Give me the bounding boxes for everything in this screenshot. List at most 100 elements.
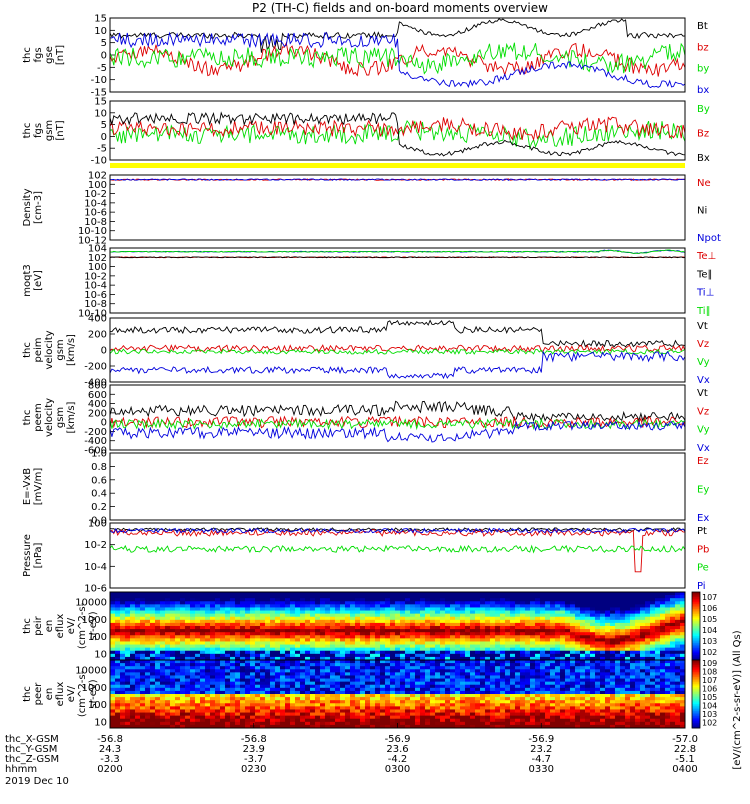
spectrogram-cell: [185, 629, 190, 632]
spectrogram-cell: [330, 700, 335, 703]
spectrogram-cell: [255, 682, 260, 685]
spectrogram-cell: [330, 607, 335, 610]
spectrogram-cell: [395, 716, 400, 719]
spectrogram-cell: [400, 672, 405, 675]
spectrogram-cell: [520, 709, 525, 712]
spectrogram-cell: [525, 660, 530, 663]
spectrogram-cell: [370, 611, 375, 614]
spectrogram-cell: [370, 706, 375, 709]
spectrogram-cell: [430, 709, 435, 712]
spectrogram-cell: [400, 697, 405, 700]
spectrogram-cell: [230, 675, 235, 678]
spectrogram-cell: [225, 614, 230, 617]
spectrogram-cell: [320, 641, 325, 644]
spectrogram-cell: [190, 626, 195, 629]
spectrogram-cell: [335, 679, 340, 682]
spectrogram-cell: [500, 592, 505, 595]
spectrogram-cell: [440, 638, 445, 641]
spectrogram-cell: [435, 651, 440, 654]
spectrogram-cell: [290, 604, 295, 607]
spectrogram-cell: [195, 604, 200, 607]
spectrogram-cell: [150, 663, 155, 666]
spectrogram-cell: [405, 719, 410, 722]
spectrogram-cell: [445, 604, 450, 607]
spectrogram-cell: [230, 694, 235, 697]
spectrogram-cell: [505, 660, 510, 663]
spectrogram-cell: [200, 592, 205, 595]
spectrogram-cell: [590, 663, 595, 666]
spectrogram-cell: [425, 669, 430, 672]
spectrogram-cell: [475, 682, 480, 685]
spectrogram-cell: [385, 632, 390, 635]
spectrogram-cell: [655, 638, 660, 641]
spectrogram-cell: [530, 626, 535, 629]
spectrogram-cell: [555, 682, 560, 685]
spectrogram-cell: [165, 654, 170, 657]
spectrogram-cell: [275, 617, 280, 620]
spectrogram-cell: [235, 651, 240, 654]
spectrogram-cell: [365, 682, 370, 685]
spectrogram-cell: [610, 675, 615, 678]
spectrogram-cell: [540, 722, 545, 725]
spectrogram-cell: [145, 651, 150, 654]
spectrogram-cell: [565, 682, 570, 685]
spectrogram-cell: [480, 669, 485, 672]
spectrogram-cell: [460, 595, 465, 598]
spectrogram-cell: [365, 654, 370, 657]
spectrogram-cell: [375, 706, 380, 709]
spectrogram-cell: [180, 611, 185, 614]
spectrogram-cell: [600, 716, 605, 719]
spectrogram-cell: [575, 654, 580, 657]
spectrogram-cell: [425, 663, 430, 666]
spectrogram-cell: [575, 669, 580, 672]
spectrogram-cell: [140, 672, 145, 675]
spectrogram-cell: [250, 598, 255, 601]
spectrogram-cell: [330, 620, 335, 623]
spectrogram-cell: [180, 706, 185, 709]
spectrogram-cell: [595, 632, 600, 635]
spectrogram-cell: [515, 672, 520, 675]
panel-9-ytick: 10: [94, 650, 107, 661]
spectrogram-cell: [600, 675, 605, 678]
spectrogram-cell: [400, 694, 405, 697]
spectrogram-cell: [385, 713, 390, 716]
spectrogram-cell: [565, 607, 570, 610]
spectrogram-cell: [135, 679, 140, 682]
spectrogram-cell: [610, 626, 615, 629]
spectrogram-cell: [470, 620, 475, 623]
spectrogram-cell: [150, 700, 155, 703]
series-ti∥: [110, 250, 685, 254]
spectrogram-cell: [660, 651, 665, 654]
spectrogram-cell: [155, 688, 160, 691]
spectrogram-cell: [180, 716, 185, 719]
spectrogram-cell: [590, 635, 595, 638]
spectrogram-cell: [510, 679, 515, 682]
spectrogram-cell: [310, 623, 315, 626]
spectrogram-cell: [470, 611, 475, 614]
spectrogram-cell: [170, 595, 175, 598]
spectrogram-cell: [630, 595, 635, 598]
spectrogram-cell: [380, 722, 385, 725]
spectrogram-cell: [450, 604, 455, 607]
spectrogram-cell: [375, 713, 380, 716]
spectrogram-cell: [465, 623, 470, 626]
spectrogram-cell: [440, 722, 445, 725]
spectrogram-cell: [145, 623, 150, 626]
spectrogram-cell: [520, 641, 525, 644]
spectrogram-cell: [645, 635, 650, 638]
spectrogram-cell: [280, 592, 285, 595]
spectrogram-cell: [280, 598, 285, 601]
spectrogram-cell: [570, 611, 575, 614]
spectrogram-cell: [450, 648, 455, 651]
spectrogram-cell: [455, 623, 460, 626]
spectrogram-cell: [475, 719, 480, 722]
spectrogram-cell: [385, 604, 390, 607]
spectrogram-cell: [485, 663, 490, 666]
spectrogram-cell: [265, 682, 270, 685]
spectrogram-cell: [515, 598, 520, 601]
spectrogram-cell: [195, 607, 200, 610]
spectrogram-cell: [510, 713, 515, 716]
spectrogram-cell: [670, 626, 675, 629]
spectrogram-cell: [275, 648, 280, 651]
spectrogram-cell: [335, 706, 340, 709]
